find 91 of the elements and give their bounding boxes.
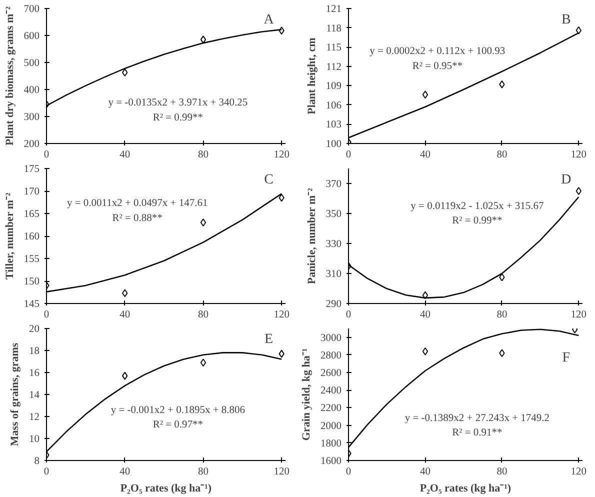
- annotation: y = -0.1389x2 + 27.243x + 1749.2: [404, 412, 550, 424]
- y-axis-title: Tiller, number m⁻²: [4, 192, 16, 280]
- x-tick-label: 120: [570, 466, 587, 478]
- y-tick-label: 3000: [320, 332, 342, 344]
- y-tick-label: 103: [326, 120, 342, 131]
- x-tick-label: 40: [420, 310, 430, 320]
- y-tick-label: 165: [24, 209, 40, 220]
- y-tick-label: 121: [326, 4, 342, 15]
- y-tick-label: 1800: [320, 438, 342, 450]
- y-tick-label: 14: [29, 390, 40, 401]
- y-tick-label: 112: [326, 62, 342, 73]
- x-tick-label: 80: [496, 310, 508, 320]
- y-tick-label: 1600: [320, 456, 342, 467]
- x-tick-label: 40: [420, 466, 430, 478]
- y-tick-label: 2200: [320, 403, 342, 414]
- y-tick-label: 12: [29, 412, 40, 423]
- y-tick-label: 118: [326, 23, 342, 34]
- y-tick-label: 8: [34, 456, 40, 467]
- annotation: R² = 0.91**: [452, 427, 502, 438]
- x-tick-label: 0: [44, 310, 50, 320]
- y-axis-title: Mass of grains, grams: [9, 342, 21, 446]
- y-tick-label: 155: [24, 254, 40, 265]
- y-tick-label: 350: [326, 209, 342, 220]
- x-tick-label: 120: [570, 310, 587, 320]
- y-tick-label: 370: [326, 179, 342, 190]
- y-tick-label: 2600: [320, 368, 342, 379]
- x-axis-title: P₂O₅ rates (kg ha⁻¹): [120, 482, 212, 494]
- x-tick-label: 120: [274, 310, 290, 320]
- y-tick-label: 16: [29, 368, 40, 379]
- annotation: C: [264, 172, 274, 188]
- x-tick-label: 0: [346, 150, 352, 160]
- annotation: R² = 0.97**: [152, 419, 204, 430]
- y-tick-label: 290: [326, 299, 342, 310]
- y-axis-title: Grain yield, kg ha⁻¹: [300, 348, 312, 441]
- annotation: E: [264, 332, 274, 347]
- y-tick-label: 150: [24, 276, 40, 288]
- annotation: y = 0.0119x2 - 1.025x + 315.67: [410, 200, 544, 212]
- x-tick-label: 0: [44, 150, 50, 160]
- y-tick-label: 310: [326, 269, 342, 280]
- x-tick-label: 80: [496, 466, 508, 478]
- y-tick-label: 200: [24, 139, 40, 150]
- x-tick-label: 40: [120, 466, 130, 478]
- annotation: y = -0.0135x2 + 3.971x + 340.25: [108, 98, 248, 108]
- annotation: A: [264, 12, 275, 28]
- x-tick-label: 120: [274, 466, 290, 478]
- annotation: y = 0.0011x2 + 0.0497x + 147.61: [66, 198, 208, 210]
- annotation: y = -0.001x2 + 0.1895x + 8.806: [110, 404, 246, 416]
- x-tick-label: 80: [198, 310, 208, 320]
- y-tick-label: 145: [24, 299, 40, 310]
- annotation: B: [561, 12, 571, 28]
- annotation: R² = 0.95**: [412, 61, 463, 72]
- y-tick-label: 106: [326, 100, 342, 112]
- y-tick-label: 175: [24, 164, 40, 175]
- y-tick-label: 300: [24, 112, 40, 123]
- annotation: R² = 0.88**: [112, 212, 162, 224]
- annotation: F: [562, 350, 570, 366]
- y-axis-title: Plant dry biomass, grams m⁻²: [4, 6, 16, 146]
- y-tick-label: 2400: [320, 386, 342, 397]
- x-tick-label: 80: [198, 150, 208, 160]
- annotation: D: [561, 172, 572, 188]
- y-tick-label: 115: [326, 42, 342, 54]
- y-tick-label: 330: [326, 239, 342, 250]
- y-axis-title: Plant height, cm: [306, 38, 318, 114]
- y-tick-label: 160: [24, 232, 40, 242]
- y-tick-label: 2800: [320, 350, 342, 362]
- y-tick-label: 10: [29, 434, 40, 445]
- y-tick-label: 109: [326, 81, 342, 92]
- y-tick-label: 20: [29, 324, 40, 335]
- x-tick-label: 40: [120, 310, 130, 320]
- annotation: R² = 0.99**: [152, 112, 204, 124]
- x-tick-label: 40: [420, 150, 430, 160]
- x-axis-title: P₂O₅ rates (kg ha⁻¹): [420, 482, 512, 494]
- x-tick-label: 0: [346, 466, 352, 478]
- annotation: y = 0.0002x2 + 0.112x + 100.93: [370, 46, 506, 58]
- y-tick-label: 18: [29, 346, 40, 357]
- x-tick-label: 80: [198, 466, 208, 478]
- y-tick-label: 400: [24, 85, 40, 96]
- x-tick-label: 40: [120, 150, 130, 160]
- x-tick-label: 0: [44, 466, 50, 478]
- y-tick-label: 500: [24, 58, 40, 69]
- y-tick-label: 2000: [320, 420, 342, 432]
- y-tick-label: 170: [24, 186, 40, 198]
- x-tick-label: 120: [570, 150, 587, 160]
- y-tick-label: 700: [24, 4, 40, 15]
- x-tick-label: 0: [346, 310, 352, 320]
- annotation: R² = 0.99**: [452, 216, 502, 227]
- y-tick-label: 100: [326, 139, 342, 150]
- x-tick-label: 80: [496, 150, 508, 160]
- y-tick-label: 600: [24, 31, 40, 42]
- y-axis-title: Panicle, number m⁻²: [306, 187, 318, 284]
- x-tick-label: 120: [274, 150, 290, 160]
